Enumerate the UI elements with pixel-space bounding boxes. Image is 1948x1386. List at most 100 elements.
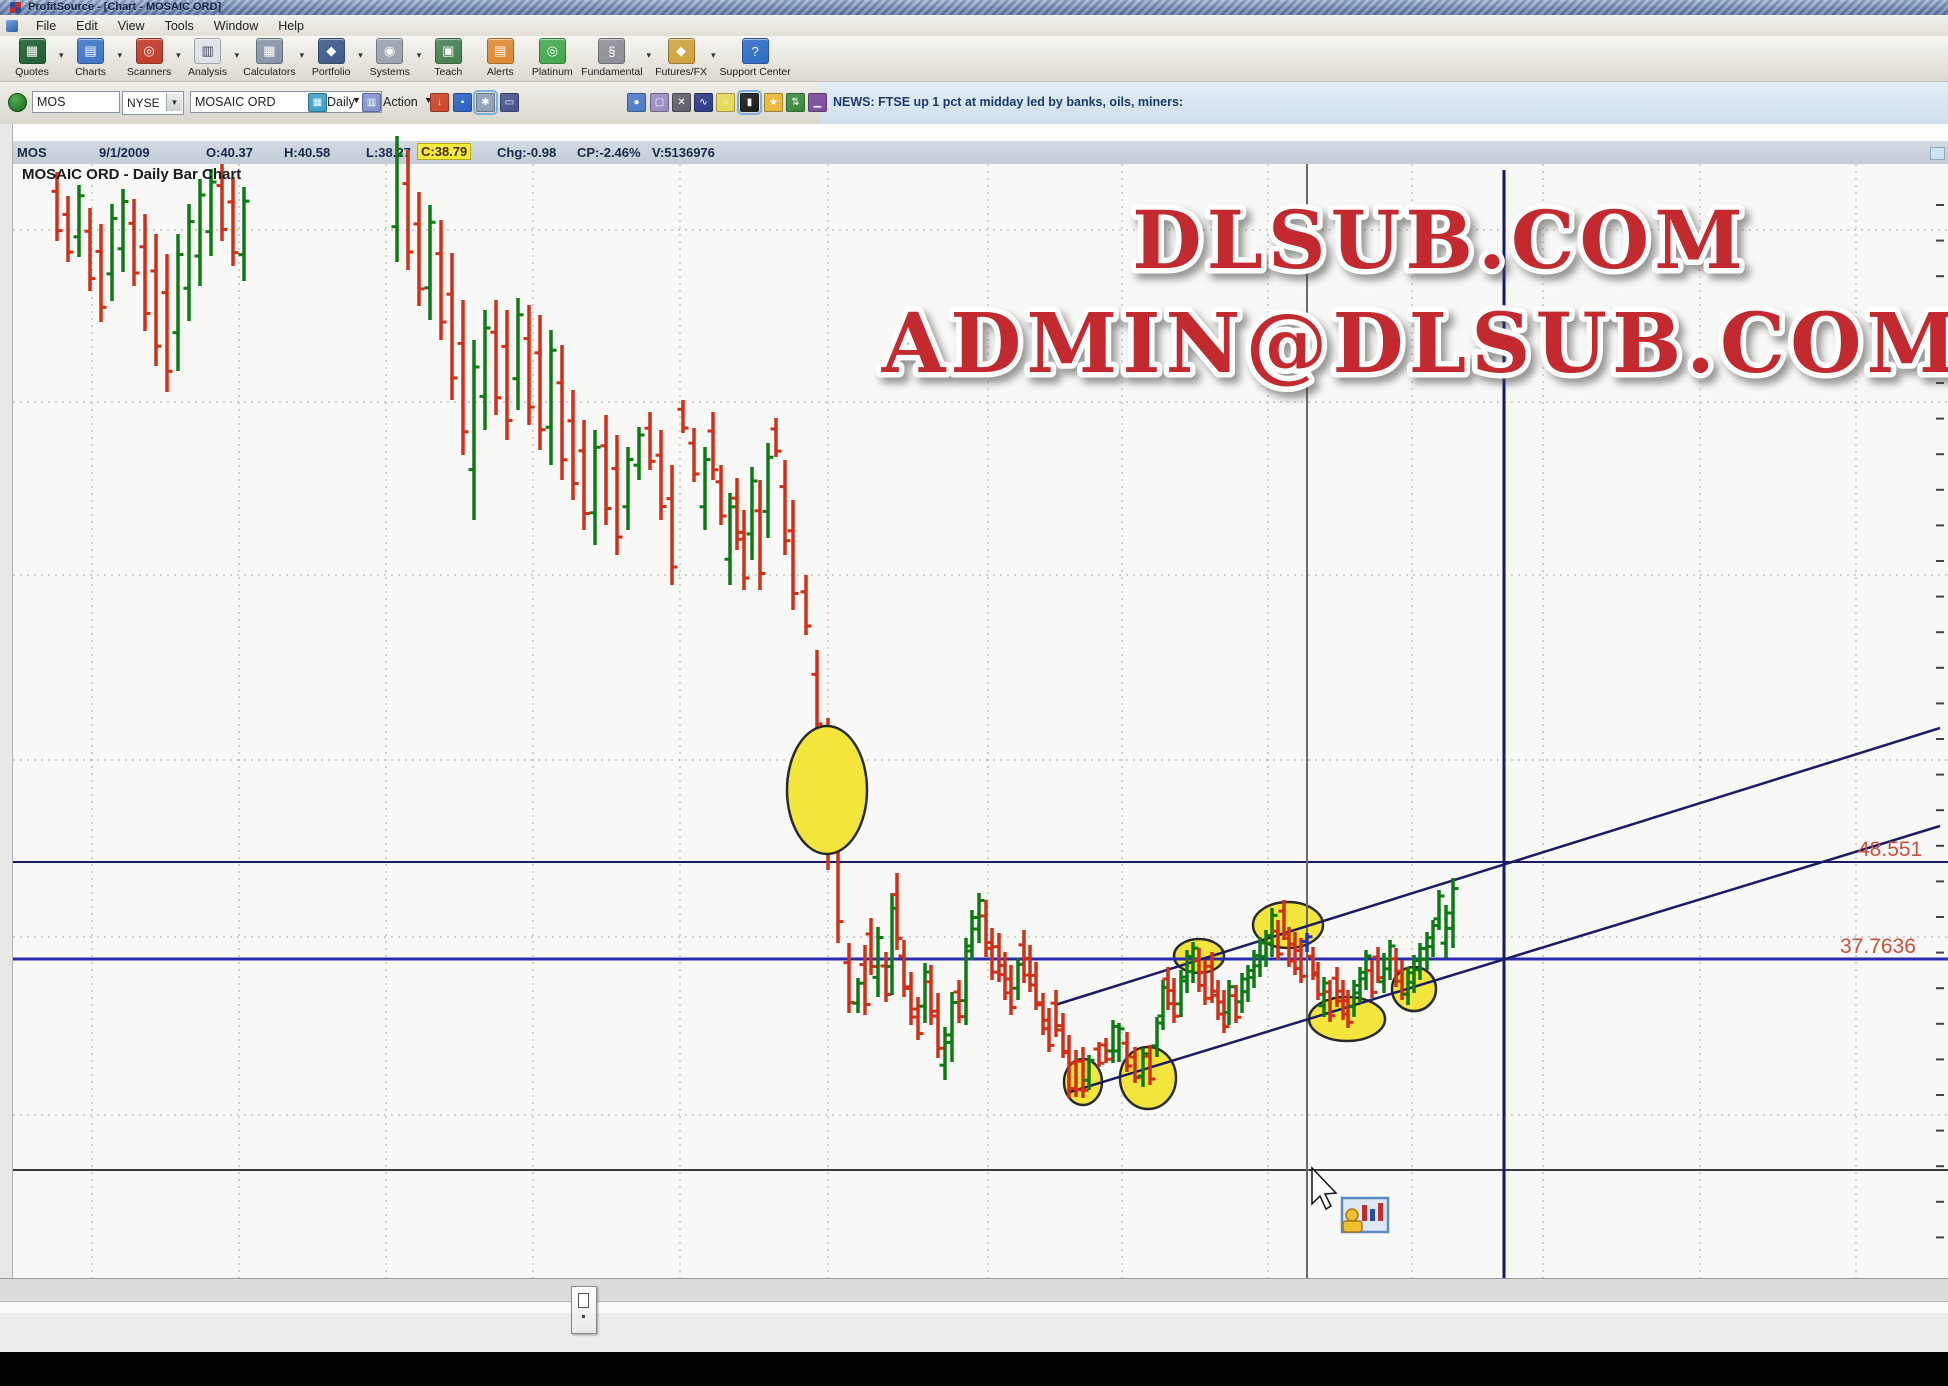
- action-label[interactable]: Action: [383, 95, 418, 109]
- splitter-button[interactable]: [571, 1286, 597, 1334]
- save-icon[interactable]: ▪: [453, 93, 472, 112]
- chart-canvas[interactable]: [13, 164, 1948, 1278]
- toolbar-dropdown-icon[interactable]: ▾: [234, 50, 240, 60]
- title-bar[interactable]: [0, 0, 1948, 15]
- favorites-star-icon[interactable]: ★: [764, 93, 783, 112]
- menu-item-tools[interactable]: Tools: [164, 18, 194, 33]
- period-label[interactable]: Daily: [327, 95, 355, 109]
- compare-arrows-icon[interactable]: ⇅: [786, 93, 805, 112]
- volume-bars-icon[interactable]: ▁: [808, 93, 827, 112]
- toolbar-button-label: Charts: [75, 66, 106, 78]
- toolbar-button-label: Quotes: [15, 66, 49, 78]
- period-dropdown-icon[interactable]: ▼: [352, 95, 361, 105]
- databar-field-mos: MOS: [17, 145, 47, 160]
- period-calendar-icon[interactable]: ▦: [308, 93, 327, 112]
- alerts-icon: ▤: [486, 38, 514, 64]
- toolbar-dropdown-icon[interactable]: ▾: [117, 50, 123, 60]
- toolbar-dropdown-icon[interactable]: ▾: [416, 50, 422, 60]
- databar-field-v: V:5136976: [652, 145, 715, 160]
- indicator-icon[interactable]: ∿: [694, 93, 713, 112]
- menu-bar: File Edit View Tools Window Help: [0, 15, 1948, 37]
- idea-bulb-icon[interactable]: ○: [716, 93, 735, 112]
- chart-style-icon[interactable]: ▮: [737, 90, 762, 115]
- toolbar-button-label: Fundamental: [581, 66, 643, 78]
- titlebar-texture: [0, 0, 1948, 15]
- toolbar-button-systems[interactable]: ◉ Systems: [367, 38, 413, 78]
- databar-field-chg: Chg:-0.98: [497, 145, 557, 160]
- main-toolbar: ▦ Quotes ▾ ▤ Charts ▾ ◎ Scanners ▾ ▥ Analysis ▾ ▦ Cal…: [0, 36, 1948, 82]
- menu-item-window[interactable]: Window: [213, 18, 259, 33]
- databar-field-o: O:40.37: [206, 145, 253, 160]
- systems-icon: ◉: [376, 38, 404, 64]
- toolbar-button-scanners[interactable]: ◎ Scanners: [126, 38, 172, 78]
- toolbar-button-futures-fx[interactable]: ◆ Futures/FX: [655, 38, 707, 78]
- databar-field-9/1/2009: 9/1/2009: [99, 145, 150, 160]
- toolbar-button-label: Analysis: [188, 66, 228, 78]
- scanners-icon: ◎: [135, 38, 163, 64]
- toolbar-dropdown-icon[interactable]: ▾: [358, 50, 363, 60]
- fundamental-icon: §: [598, 38, 626, 64]
- left-gutter: [0, 124, 13, 1352]
- toolbar-dropdown-icon[interactable]: ▾: [299, 50, 305, 60]
- toolbar-button-label: Futures/FX: [655, 66, 708, 78]
- analysis-icon: ▥: [194, 38, 222, 64]
- toolbar-button-teach[interactable]: ▣ Teach: [425, 38, 471, 78]
- toolbar-button-portfolio[interactable]: ◆ Portfolio: [308, 38, 354, 78]
- chart-title: MOSAIC ORD - Daily Bar Chart: [22, 166, 242, 183]
- toolbar-button-label: Portfolio: [311, 66, 351, 78]
- toolbar-button-label: Teach: [434, 66, 463, 78]
- toolbar-button-analysis[interactable]: ▥ Analysis: [185, 38, 231, 78]
- exchange-select[interactable]: NYSE ▼: [122, 91, 184, 115]
- databar-field-cp: CP:-2.46%: [577, 145, 641, 160]
- toolbar-button-quotes[interactable]: ▦ Quotes: [9, 38, 55, 78]
- splitter-glyph: [578, 1293, 589, 1308]
- exchange-value: NYSE: [127, 96, 160, 110]
- toolbar-button-label: Platinum: [531, 66, 573, 78]
- gear-icon[interactable]: ✱: [473, 90, 498, 115]
- toolbar-dropdown-icon[interactable]: ▾: [711, 50, 716, 60]
- toolbar-button-label: Support Center: [719, 66, 791, 78]
- symbol-status-icon: [8, 93, 27, 112]
- toolbar-button-label: Calculators: [243, 66, 296, 78]
- tools-icon[interactable]: ✕: [672, 93, 691, 112]
- toolbar-button-fundamental[interactable]: § Fundamental: [581, 38, 643, 78]
- action-dropdown-icon[interactable]: ▼: [424, 95, 433, 105]
- menu-item-view[interactable]: View: [117, 18, 145, 33]
- toolbar-dropdown-icon[interactable]: ▾: [59, 50, 64, 60]
- toolbar-button-calculators[interactable]: ▦ Calculators: [243, 38, 296, 78]
- futures-icon: ◆: [667, 38, 695, 64]
- menu-item-help[interactable]: Help: [278, 18, 304, 33]
- charts-icon: ▤: [77, 38, 105, 64]
- splitter-dot: [582, 1315, 585, 1318]
- window-icon[interactable]: ▢: [650, 93, 669, 112]
- toolbar-button-support-center[interactable]: ? Support Center: [720, 38, 791, 78]
- toolbar-button-label: Alerts: [486, 66, 514, 78]
- bottom-black-bar: [0, 1352, 1948, 1386]
- quotes-icon: ▦: [18, 38, 46, 64]
- portfolio-icon: ◆: [317, 38, 345, 64]
- toolbar-button-platinum[interactable]: ◎ Platinum: [529, 38, 575, 78]
- status-band: [0, 1301, 1948, 1314]
- chevron-down-icon[interactable]: ▼: [166, 93, 182, 111]
- menu-item-file[interactable]: File: [36, 18, 57, 33]
- download-icon[interactable]: ↓: [430, 93, 449, 112]
- menu-item-edit[interactable]: Edit: [76, 18, 98, 33]
- search-icon[interactable]: ●: [627, 93, 646, 112]
- databar-field-l: L:38.27: [366, 145, 411, 160]
- company-input[interactable]: [190, 91, 382, 113]
- toolbar-dropdown-icon[interactable]: ▾: [176, 50, 181, 60]
- toolbar-button-label: Systems: [369, 66, 410, 78]
- platinum-icon: ◎: [538, 38, 566, 64]
- symbol-input[interactable]: [32, 91, 120, 113]
- quote-bar: NYSE ▼ Daily ▼ Action ▼ NEWS: FTSE up 1 …: [0, 82, 1948, 125]
- chart-footer-band: [0, 1278, 1948, 1302]
- feedback-icon[interactable]: ▭: [500, 93, 519, 112]
- spacer: [0, 124, 1948, 141]
- toolbar-button-charts[interactable]: ▤ Charts: [68, 38, 114, 78]
- toolbar-dropdown-icon[interactable]: ▾: [646, 50, 652, 60]
- pane-button[interactable]: [1930, 147, 1945, 160]
- action-grid-icon[interactable]: ▥: [362, 93, 381, 112]
- lower-band: [0, 1313, 1948, 1352]
- toolbar-button-alerts[interactable]: ▤ Alerts: [477, 38, 523, 78]
